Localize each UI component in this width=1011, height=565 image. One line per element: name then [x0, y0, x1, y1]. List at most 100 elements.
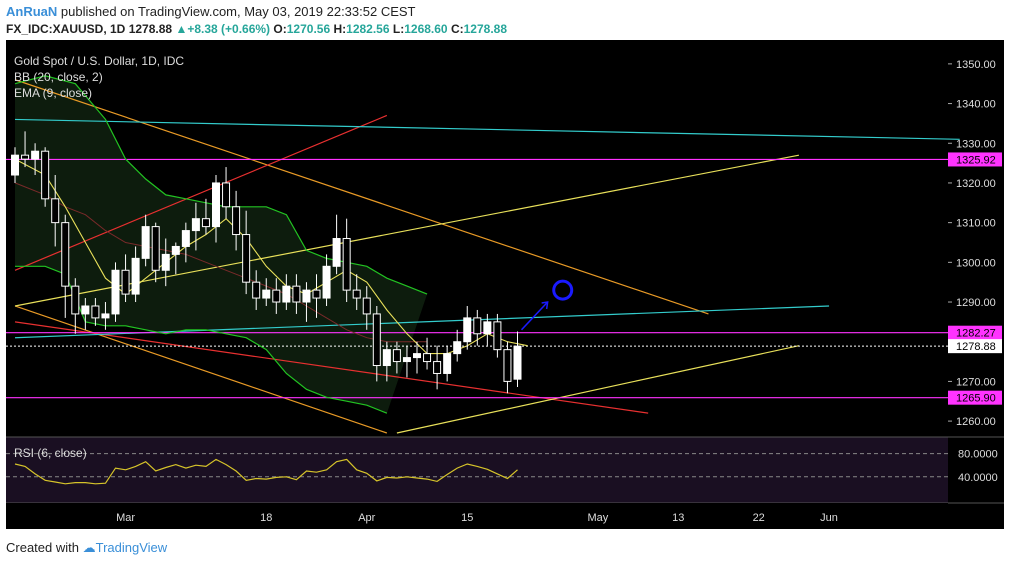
candle-body[interactable] — [382, 349, 391, 367]
candle-body[interactable] — [453, 341, 462, 355]
candle-body[interactable] — [101, 313, 110, 319]
author-name[interactable]: AnRuaN — [6, 4, 58, 19]
candle-body[interactable] — [131, 257, 140, 295]
candle-body[interactable] — [362, 297, 371, 315]
open-label: O: — [273, 22, 287, 36]
candle-body[interactable] — [91, 305, 100, 319]
candle-body[interactable] — [483, 321, 492, 335]
orange-falling-line — [14, 79, 709, 315]
candle-body[interactable] — [242, 234, 251, 283]
candle-body[interactable] — [31, 150, 40, 160]
price-label-text: 1278.88 — [956, 341, 996, 353]
candle-body[interactable] — [151, 226, 160, 271]
target-circle — [552, 279, 574, 301]
candle-body[interactable] — [282, 285, 291, 303]
candle-body[interactable] — [181, 230, 190, 247]
up-triangle-icon: ▲ — [175, 22, 188, 36]
candle-body[interactable] — [141, 226, 150, 259]
candle-body[interactable] — [41, 150, 50, 200]
candle-body[interactable] — [302, 289, 311, 303]
price-tick-label: 1340.00 — [956, 99, 996, 111]
low-label: L: — [392, 22, 405, 36]
candle-body[interactable] — [121, 269, 130, 295]
published-text: published on TradingView.com, May 03, 20… — [60, 4, 416, 19]
candle-body[interactable] — [352, 289, 361, 299]
candle-body[interactable] — [111, 269, 120, 315]
candle-body[interactable] — [503, 349, 512, 382]
orange-lower-line — [14, 305, 388, 434]
tradingview-brand[interactable]: TradingView — [95, 540, 168, 555]
footer: Created with ☁TradingView — [6, 540, 167, 556]
candle-body[interactable] — [433, 361, 442, 374]
price-label-tag — [948, 339, 1002, 354]
candle-body[interactable] — [71, 285, 80, 315]
price-label-text: 1325.92 — [956, 154, 996, 166]
price-label-text: 1282.27 — [956, 328, 996, 340]
candle-body[interactable] — [402, 357, 411, 363]
change-value: +8.38 (+0.66%) — [187, 22, 271, 36]
rsi-line — [14, 458, 518, 485]
candle-body[interactable] — [443, 353, 452, 374]
candle-body[interactable] — [212, 182, 220, 228]
price-tick-label: 1290.00 — [956, 297, 996, 309]
price-axis[interactable] — [948, 40, 1004, 529]
candle-body[interactable] — [11, 154, 19, 176]
candle-body[interactable] — [191, 218, 200, 232]
bb-basis-line — [14, 182, 428, 343]
rsi-tick-label: 40.0000 — [958, 472, 998, 484]
price-chart[interactable]: 80.0000 40.0000 Mar 18 Apr 15 May 13 22 Jun 1350.0… — [0, 40, 1011, 535]
red-rising-line — [14, 114, 388, 271]
projection-arrow — [520, 301, 549, 331]
candle-body[interactable] — [332, 238, 341, 267]
rsi-legend[interactable]: RSI (6, close) — [14, 446, 87, 460]
arrow-head-icon — [541, 301, 549, 310]
close-value: 1278.88 — [463, 22, 508, 36]
time-axis[interactable] — [6, 503, 948, 529]
bb-fill — [15, 75, 428, 414]
candle-body[interactable] — [312, 289, 321, 299]
candle-body[interactable] — [171, 245, 180, 255]
yellow-lower-line — [396, 345, 800, 434]
time-tick-label: 22 — [753, 512, 765, 524]
candle-body[interactable] — [252, 281, 261, 299]
created-with-text: Created with — [6, 540, 79, 555]
time-tick-label: Apr — [358, 512, 375, 524]
candle-body[interactable] — [473, 317, 482, 335]
price-label-tag — [948, 152, 1002, 167]
price-tick-label: 1300.00 — [956, 257, 996, 269]
candle-body[interactable] — [493, 321, 502, 351]
candle-body[interactable] — [232, 206, 241, 236]
price-label-tag — [948, 390, 1002, 405]
bb-legend[interactable]: BB (20, close, 2) — [14, 70, 103, 84]
candle-body[interactable] — [272, 289, 281, 303]
candle-body[interactable] — [463, 317, 472, 343]
candle-body[interactable] — [222, 182, 231, 208]
candle-body[interactable] — [262, 289, 271, 299]
candle-body[interactable] — [372, 313, 381, 367]
price-tick-label: 1260.00 — [956, 416, 996, 428]
price-tick-label: 1270.00 — [956, 376, 996, 388]
ema-legend[interactable]: EMA (9, close) — [14, 86, 92, 100]
candle-body[interactable] — [413, 353, 421, 359]
candle-body[interactable] — [513, 345, 522, 380]
high-value: 1282.56 — [346, 22, 390, 36]
candle-body[interactable] — [423, 353, 432, 363]
high-label: H: — [333, 22, 347, 36]
candle-body[interactable] — [342, 238, 351, 291]
price-tick-label: 1310.00 — [956, 218, 996, 230]
candle-body[interactable] — [21, 154, 30, 160]
candle-body[interactable] — [201, 218, 210, 228]
symbol-header: FX_IDC:XAUUSD, 1D 1278.88 ▲+8.38 (+0.66%… — [6, 22, 507, 36]
candle-body[interactable] — [322, 265, 331, 299]
tradingview-logo-icon[interactable]: ☁ — [82, 540, 96, 555]
candle-body[interactable] — [61, 222, 70, 287]
candle-body[interactable] — [161, 253, 170, 271]
candle-body[interactable] — [392, 349, 401, 363]
candle-body[interactable] — [51, 198, 60, 224]
time-tick-label: 18 — [260, 512, 272, 524]
candle-body[interactable] — [81, 305, 90, 315]
candle-body[interactable] — [292, 285, 301, 303]
open-value: 1270.56 — [286, 22, 331, 36]
cyan-upper-line — [14, 118, 960, 140]
time-tick-label: May — [588, 512, 609, 524]
